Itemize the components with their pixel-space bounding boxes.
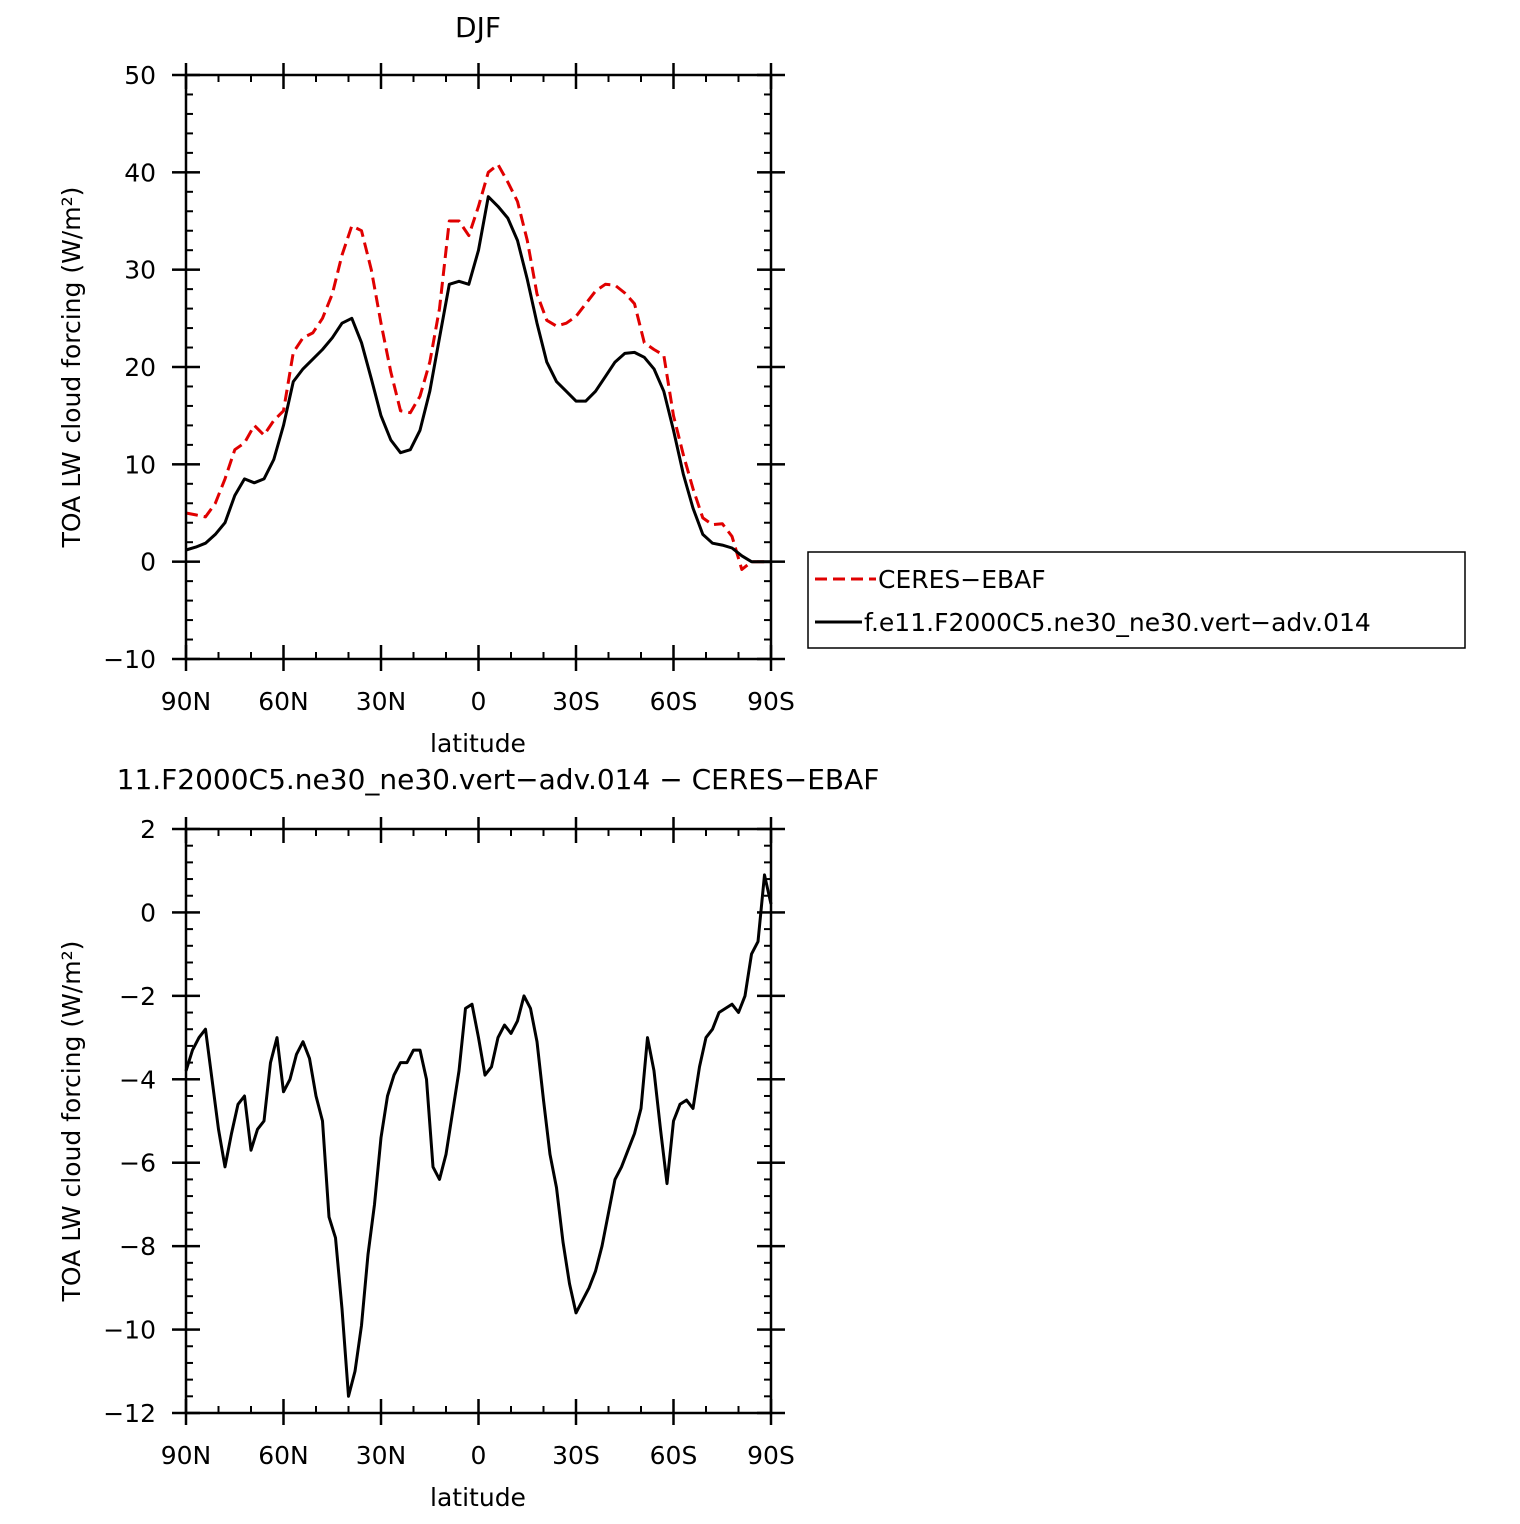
x-tick-label: 90S — [747, 1441, 795, 1470]
y-tick-label: −10 — [103, 1316, 156, 1345]
x-tick-label: 60N — [258, 687, 309, 716]
x-tick-label: 60S — [650, 687, 698, 716]
y-tick-label: −2 — [119, 982, 156, 1011]
bottom-panel-title: 11.F2000C5.ne30_ne30.vert−adv.014 − CERE… — [117, 763, 880, 796]
y-tick-label: −8 — [119, 1232, 156, 1261]
x-tick-label: 30N — [356, 1441, 407, 1470]
x-tick-label: 0 — [471, 1441, 487, 1470]
y-tick-label: 2 — [140, 815, 156, 844]
y-tick-label: 50 — [124, 61, 156, 90]
top-panel-ticks — [172, 63, 785, 671]
bottom-panel-frame — [184, 827, 773, 1415]
bottom-panel-xlabel: latitude — [430, 1483, 526, 1512]
top-panel-series — [185, 163, 771, 571]
legend-label-model: f.e11.F2000C5.ne30_ne30.vert−adv.014 — [864, 608, 1371, 637]
x-tick-label: 30N — [356, 687, 407, 716]
top-panel-ylabel: TOA LW cloud forcing (W/m²) — [57, 187, 86, 549]
top-panel-xlabel: latitude — [430, 729, 526, 758]
bottom-panel-tick-labels: 90N 60N 30N 0 30S 60S 90S −12 −10 −8 −6 −4 −2 0 2 — [103, 815, 795, 1470]
series-line-1 — [185, 195, 771, 564]
y-tick-label: −6 — [119, 1149, 156, 1178]
y-tick-label: 10 — [124, 450, 156, 479]
y-tick-label: 20 — [124, 353, 156, 382]
x-tick-label: 60N — [258, 1441, 309, 1470]
legend-box — [807, 551, 1466, 649]
bottom-panel-ylabel: TOA LW cloud forcing (W/m²) — [57, 941, 86, 1303]
x-tick-label: 90N — [161, 687, 212, 716]
legend-label-ceres: CERES−EBAF — [878, 565, 1046, 594]
y-tick-label: 40 — [124, 158, 156, 187]
bottom-panel-series — [184, 873, 773, 1398]
x-tick-label: 30S — [552, 687, 600, 716]
top-panel-tick-labels: 90N 60N 30N 0 30S 60S 90S −10 0 10 20 30 40 50 — [103, 61, 795, 716]
x-tick-label: 90N — [161, 1441, 212, 1470]
legend: CERES−EBAF f.e11.F2000C5.ne30_ne30.vert−… — [807, 551, 1466, 649]
bottom-panel-ticks — [172, 817, 785, 1425]
x-tick-label: 0 — [471, 687, 487, 716]
x-tick-label: 30S — [552, 1441, 600, 1470]
series-line-0 — [184, 873, 773, 1398]
x-tick-label: 60S — [650, 1441, 698, 1470]
y-tick-label: 0 — [140, 548, 156, 577]
top-panel-title: DJF — [455, 11, 501, 44]
bottom-panel: 11.F2000C5.ne30_ne30.vert−adv.014 − CERE… — [57, 763, 879, 1512]
y-tick-label: −12 — [103, 1399, 156, 1428]
top-panel-frame — [184, 73, 773, 661]
y-tick-label: 30 — [124, 256, 156, 285]
y-tick-label: −4 — [119, 1065, 156, 1094]
series-line-0 — [185, 163, 771, 571]
y-tick-label: 0 — [140, 898, 156, 927]
x-tick-label: 90S — [747, 687, 795, 716]
y-tick-label: −10 — [103, 645, 156, 674]
top-panel: DJF 90N 60N 30N 0 30S 60S 90S −10 0 10 20 30 40 50 la… — [57, 11, 1466, 758]
